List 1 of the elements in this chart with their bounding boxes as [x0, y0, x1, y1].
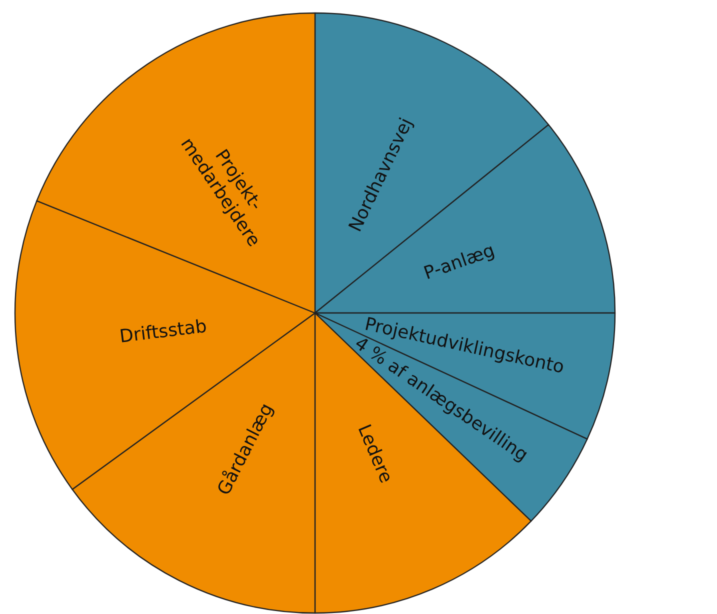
- slice-label: Driftsstab: [118, 316, 208, 348]
